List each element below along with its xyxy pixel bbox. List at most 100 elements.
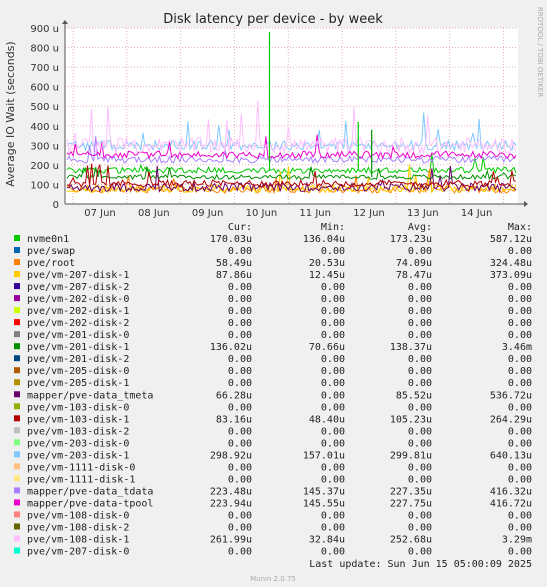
legend-value-min: 0.00: [321, 366, 345, 377]
legend-row: pve/vm-108-disk-1 261.99u 32.84u 252.68u 3.2…: [14, 535, 532, 546]
legend-value-min: 12.45u: [309, 270, 345, 281]
legend-series-name: pve/vm-103-disk-2: [27, 426, 129, 437]
legend-swatch: [14, 355, 20, 362]
legend-value-avg: 0.00: [408, 306, 432, 317]
legend-swatch: [14, 475, 20, 482]
legend-value-min: 0.00: [321, 294, 345, 305]
legend-value-min: 0.00: [321, 522, 345, 533]
y-tick-label: 200 u: [30, 161, 59, 172]
legend-series-name: pve/vm-203-disk-1: [27, 450, 129, 461]
legend-value-cur: 0.00: [228, 306, 252, 317]
legend-row: pve/vm-205-disk-0 0.00 0.00 0.00 0.00: [14, 366, 532, 377]
legend-value-min: 0.00: [321, 246, 345, 257]
legend-value-min: 32.84u: [309, 535, 345, 546]
legend-row: nvme0n1 170.03u 136.04u 173.23u 587.12u: [14, 234, 532, 245]
legend-series-name: pve/vm-201-disk-2: [27, 354, 129, 365]
y-tick-label: 800 u: [30, 44, 59, 55]
legend-swatch: [14, 547, 20, 554]
legend-series-name: pve/vm-1111-disk-0: [27, 462, 135, 473]
legend-value-cur: 0.00: [228, 438, 252, 449]
legend-value-cur: 0.00: [228, 330, 252, 341]
legend-value-cur: 0.00: [228, 474, 252, 485]
legend-swatch: [14, 523, 20, 530]
legend-swatch: [14, 235, 20, 241]
axes: 0 100 u 200 u 300 u 400 u 500 u 600 u 700 u 800 …: [30, 20, 528, 219]
legend-series-name: pve/vm-201-disk-1: [27, 342, 129, 353]
legend-series-name: pve/vm-103-disk-1: [27, 414, 129, 425]
legend-value-cur: 0.00: [228, 294, 252, 305]
legend-swatch: [14, 271, 20, 278]
legend-value-avg: 0.00: [408, 522, 432, 533]
legend-series-name: pve/vm-201-disk-0: [27, 330, 129, 341]
legend-value-min: 0.00: [321, 354, 345, 365]
legend-value-cur: 0.00: [228, 510, 252, 521]
legend-value-max: 0.00: [508, 318, 532, 329]
legend-value-max: 0.00: [508, 306, 532, 317]
x-tick-label: 13 Jun: [407, 208, 439, 219]
legend-row: pve/vm-108-disk-0 0.00 0.00 0.00 0.00: [14, 510, 532, 521]
legend-value-max: 3.46m: [502, 342, 532, 353]
legend-value-max: 0.00: [508, 402, 532, 413]
series-layer: [66, 31, 517, 195]
legend-value-avg: 173.23u: [390, 234, 432, 245]
x-tick-label: 11 Jun: [299, 208, 331, 219]
legend-series-name: pve/vm-205-disk-0: [27, 366, 129, 377]
legend-swatch: [14, 439, 20, 446]
x-tick-label: 12 Jun: [353, 208, 385, 219]
y-tick-label: 100 u: [30, 180, 59, 191]
legend-value-avg: 0.00: [408, 426, 432, 437]
legend-value-max: 0.00: [508, 510, 532, 521]
legend-value-max: 0.00: [508, 438, 532, 449]
legend-row: pve/vm-207-disk-0 0.00 0.00 0.00 0.00: [14, 547, 532, 558]
legend-series-name: pve/root: [27, 258, 75, 269]
legend-row: pve/vm-203-disk-1 298.92u 157.01u 299.81u 64…: [14, 450, 532, 461]
legend-value-avg: 85.52u: [396, 390, 432, 401]
legend-swatch: [14, 319, 20, 326]
legend-row: pve/vm-103-disk-0 0.00 0.00 0.00 0.00: [14, 402, 532, 413]
legend-swatch: [14, 403, 20, 410]
legend-value-min: 0.00: [321, 438, 345, 449]
legend-value-avg: 0.00: [408, 547, 432, 558]
legend-value-cur: 136.02u: [210, 342, 252, 353]
legend-value-max: 536.72u: [490, 390, 532, 401]
x-tick-label: 10 Jun: [246, 208, 278, 219]
legend-column-header: Min:: [321, 222, 345, 233]
legend-swatch: [14, 391, 20, 398]
x-tick-label: 14 Jun: [461, 208, 493, 219]
legend-value-max: 0.00: [508, 522, 532, 533]
legend-row: pve/vm-201-disk-0 0.00 0.00 0.00 0.00: [14, 330, 532, 341]
legend-value-max: 416.72u: [490, 498, 532, 509]
legend-series-name: pve/vm-207-disk-1: [27, 270, 129, 281]
legend-series-name: pve/vm-202-disk-1: [27, 306, 129, 317]
legend-value-cur: 0.00: [228, 462, 252, 473]
legend-row: pve/vm-103-disk-2 0.00 0.00 0.00 0.00: [14, 426, 532, 437]
legend-value-min: 0.00: [321, 402, 345, 413]
legend-series-name: pve/vm-203-disk-0: [27, 438, 129, 449]
legend-value-avg: 78.47u: [396, 270, 432, 281]
legend-series-name: pve/vm-108-disk-1: [27, 535, 129, 546]
legend-value-min: 0.00: [321, 390, 345, 401]
legend-series-name: mapper/pve-data-tpool: [27, 498, 153, 509]
x-tick-label: 07 Jun: [84, 208, 116, 219]
legend-row: pve/vm-203-disk-0 0.00 0.00 0.00 0.00: [14, 438, 532, 449]
legend-value-max: 640.13u: [490, 450, 532, 461]
y-tick-label: 700 u: [30, 63, 59, 74]
legend-row: pve/vm-202-disk-2 0.00 0.00 0.00 0.00: [14, 318, 532, 329]
legend-series-name: pve/vm-202-disk-2: [27, 318, 129, 329]
legend-row: pve/vm-108-disk-2 0.00 0.00 0.00 0.00: [14, 522, 532, 533]
legend-value-avg: 0.00: [408, 330, 432, 341]
legend-value-max: 0.00: [508, 246, 532, 257]
legend-value-min: 0.00: [321, 426, 345, 437]
legend-value-avg: 0.00: [408, 462, 432, 473]
legend-value-max: 0.00: [508, 378, 532, 389]
legend-value-max: 0.00: [508, 294, 532, 305]
legend-value-avg: 0.00: [408, 438, 432, 449]
series-line: [66, 112, 517, 152]
legend-value-avg: 0.00: [408, 366, 432, 377]
legend-value-max: 0.00: [508, 354, 532, 365]
legend-swatch: [14, 463, 20, 470]
legend-value-min: 0.00: [321, 378, 345, 389]
legend-row: pve/swap 0.00 0.00 0.00 0.00: [14, 246, 532, 257]
legend-swatch: [14, 499, 20, 506]
